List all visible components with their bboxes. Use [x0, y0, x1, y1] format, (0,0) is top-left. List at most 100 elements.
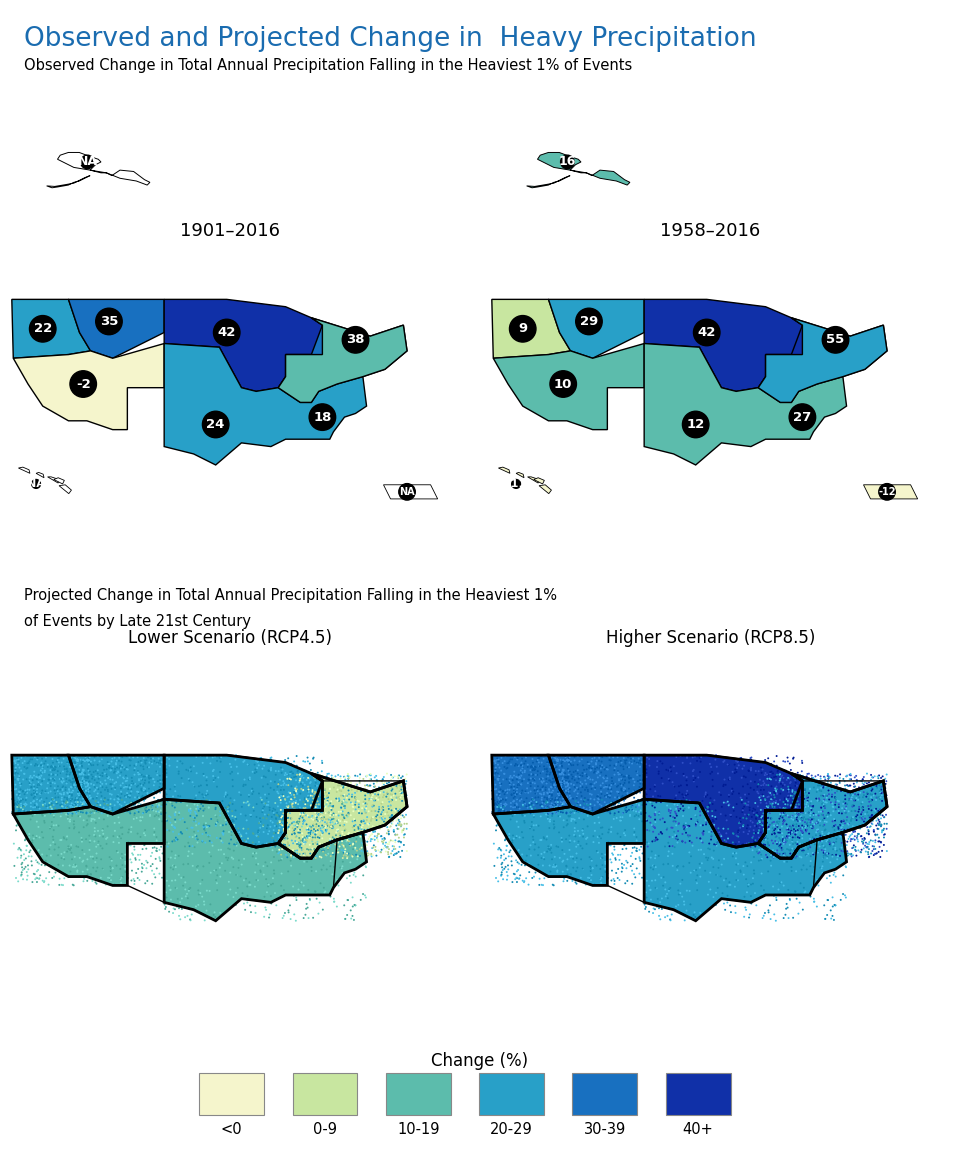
Point	[866, 846, 881, 864]
Point	[376, 812, 392, 830]
Point	[129, 756, 144, 775]
Point	[74, 776, 89, 794]
Point	[67, 758, 83, 777]
Point	[520, 773, 536, 792]
Point	[76, 798, 91, 816]
Point	[558, 748, 573, 766]
Point	[554, 764, 569, 783]
Point	[288, 842, 303, 861]
Point	[762, 769, 778, 787]
Point	[263, 876, 278, 894]
Point	[765, 844, 780, 863]
Point	[308, 826, 324, 844]
Point	[285, 877, 300, 896]
Point	[100, 782, 115, 800]
Point	[513, 776, 528, 794]
Point	[358, 826, 373, 844]
Point	[661, 800, 677, 819]
Point	[495, 783, 511, 801]
Point	[567, 873, 583, 892]
Point	[776, 762, 791, 780]
Point	[188, 816, 204, 835]
Point	[62, 785, 78, 804]
Point	[316, 842, 331, 861]
Point	[827, 821, 842, 840]
Point	[643, 858, 659, 877]
Point	[863, 792, 878, 811]
Point	[289, 813, 304, 832]
Point	[506, 784, 521, 802]
Point	[838, 804, 853, 822]
Point	[50, 765, 65, 784]
Point	[130, 748, 145, 766]
Point	[160, 850, 176, 869]
Point	[578, 771, 593, 790]
Point	[327, 830, 343, 849]
Point	[197, 821, 212, 840]
Point	[18, 791, 34, 809]
Point	[525, 827, 540, 846]
Point	[336, 837, 351, 856]
Point	[195, 797, 210, 815]
Point	[818, 846, 833, 864]
Point	[650, 830, 665, 849]
Point	[292, 809, 307, 828]
Point	[104, 802, 119, 821]
Point	[710, 764, 726, 783]
Point	[293, 832, 308, 850]
Text: <0: <0	[221, 1122, 243, 1137]
Point	[788, 773, 804, 792]
Point	[507, 805, 522, 823]
Point	[300, 789, 316, 807]
Point	[636, 809, 652, 828]
Point	[791, 839, 806, 857]
Point	[782, 827, 798, 846]
Point	[332, 782, 348, 800]
Point	[29, 794, 44, 813]
Point	[248, 904, 263, 922]
Point	[845, 795, 860, 814]
Point	[385, 791, 400, 809]
Point	[136, 787, 152, 806]
Point	[60, 808, 76, 827]
Point	[780, 819, 795, 837]
Point	[585, 749, 600, 768]
Point	[5, 775, 20, 793]
Point	[806, 890, 822, 908]
Point	[326, 806, 342, 825]
Point	[89, 795, 105, 814]
Point	[160, 792, 176, 811]
Point	[828, 833, 844, 851]
Point	[47, 779, 62, 798]
Point	[186, 777, 202, 795]
Point	[104, 850, 119, 869]
Point	[118, 855, 133, 873]
Point	[544, 805, 560, 823]
Point	[595, 868, 611, 886]
Point	[20, 859, 36, 878]
Point	[757, 751, 773, 770]
Point	[823, 901, 838, 920]
Point	[82, 754, 97, 772]
Point	[872, 776, 887, 794]
Point	[61, 812, 77, 830]
Point	[612, 791, 628, 809]
Point	[156, 787, 171, 806]
Point	[795, 823, 810, 842]
Point	[558, 793, 573, 812]
Point	[314, 784, 329, 802]
Point	[492, 783, 508, 801]
Point	[379, 784, 395, 802]
Point	[833, 820, 849, 839]
Point	[686, 862, 702, 880]
Point	[348, 868, 364, 886]
Point	[602, 789, 617, 807]
Point	[644, 842, 660, 861]
Point	[35, 782, 50, 800]
Point	[564, 871, 580, 890]
Point	[75, 792, 90, 811]
Polygon shape	[528, 477, 540, 483]
Point	[181, 801, 197, 820]
Point	[552, 756, 567, 775]
Point	[615, 776, 631, 794]
